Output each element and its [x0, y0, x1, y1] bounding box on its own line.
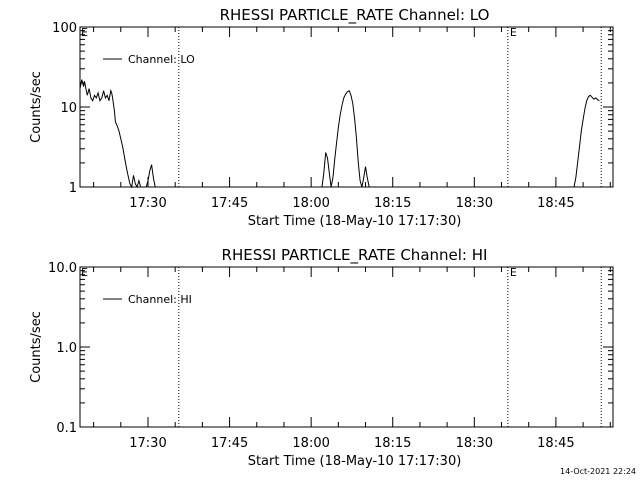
plot-frame — [79, 266, 614, 428]
y-tick-label: 100 — [52, 21, 77, 36]
series-line — [145, 164, 156, 188]
y-tick-label: 1 — [69, 181, 77, 196]
x-tick-label: 18:00 — [292, 436, 329, 451]
y-tick-label: 1.0 — [56, 341, 77, 356]
chart-title: RHESSI PARTICLE_RATE Channel: HI — [222, 246, 488, 265]
event-marker-label: E — [510, 26, 517, 39]
legend-label: Channel: LO — [128, 53, 195, 66]
x-tick-label: 18:15 — [374, 436, 411, 451]
y-tick-label: 10 — [60, 101, 77, 116]
panel-hi: RHESSI PARTICLE_RATE Channel: HI Start T… — [29, 246, 614, 469]
x-axis-label: Start Time (18-May-10 17:17:30) — [248, 454, 462, 469]
x-tick-label: 17:30 — [129, 196, 166, 211]
y-tick-label: 0.1 — [56, 421, 77, 436]
event-marker-label: E — [510, 266, 517, 279]
plot-frame — [79, 26, 614, 188]
x-tick-label: 17:45 — [211, 436, 248, 451]
x-tick-label: 18:30 — [456, 436, 493, 451]
x-tick-label: 18:15 — [374, 196, 411, 211]
y-axis-label: Counts/sec — [29, 311, 44, 383]
series-line — [573, 94, 600, 188]
x-tick-label: 18:30 — [456, 196, 493, 211]
x-axis-label: Start Time (18-May-10 17:17:30) — [248, 214, 462, 229]
footer-timestamp: 14-Oct-2021 22:24 — [560, 467, 636, 476]
x-tick-label: 18:00 — [292, 196, 329, 211]
panel-lo: RHESSI PARTICLE_RATE Channel: LO Start T… — [29, 6, 614, 229]
x-tick-label: 18:45 — [537, 436, 574, 451]
x-tick-label: 18:45 — [537, 196, 574, 211]
event-marker-label: E — [81, 26, 88, 39]
legend-label: Channel: HI — [128, 293, 192, 306]
x-tick-label: 17:30 — [129, 436, 166, 451]
series-line — [79, 79, 142, 189]
series-line — [321, 89, 370, 188]
y-axis-label: Counts/sec — [29, 71, 44, 143]
x-tick-label: 17:45 — [211, 196, 248, 211]
event-marker-label: E — [81, 266, 88, 279]
chart-title: RHESSI PARTICLE_RATE Channel: LO — [220, 6, 490, 25]
y-tick-label: 10.0 — [48, 261, 77, 276]
